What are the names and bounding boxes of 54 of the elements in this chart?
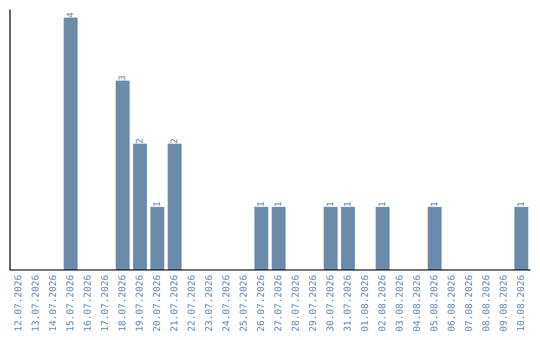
x-tick-label: 27.07.2026 xyxy=(274,275,282,332)
x-tick-label: 10.08.2026 xyxy=(516,275,524,331)
x-tick-label: 12.07.2026 xyxy=(14,275,22,331)
x-tick-label: 15.07.2026 xyxy=(66,275,74,331)
bar xyxy=(514,206,528,270)
x-tick-label: 24.07.2026 xyxy=(222,275,230,332)
x-tick-label: 23.07.2026 xyxy=(204,275,212,332)
x-tick-label: 22.07.2026 xyxy=(188,275,195,332)
x-tick-label: 16.07.2026 xyxy=(84,275,91,331)
x-tick-label: 05.08.2026 xyxy=(430,275,438,332)
bar xyxy=(64,18,78,270)
bar xyxy=(116,80,130,270)
bar xyxy=(324,206,338,270)
bar xyxy=(254,206,268,270)
x-tick-label: 06.08.2026 xyxy=(448,275,455,332)
bar xyxy=(428,206,442,270)
x-tick-label: 21.07.2026 xyxy=(170,275,178,332)
x-tick-label: 13.07.2026 xyxy=(32,275,39,331)
data-label: 1 xyxy=(257,202,264,206)
x-tick-label: 14.07.2026 xyxy=(48,275,56,331)
data-label: 1 xyxy=(378,202,386,206)
bar xyxy=(341,206,355,270)
data-label: 1 xyxy=(344,202,351,206)
data-label: 2 xyxy=(136,139,143,144)
bar xyxy=(150,206,164,270)
x-tick-label: 03.08.2026 xyxy=(396,275,403,332)
x-tick-label: 02.08.2026 xyxy=(378,275,386,332)
x-tick-label: 20.07.2026 xyxy=(152,275,160,332)
x-tick-label: 18.07.2026 xyxy=(118,275,126,331)
x-tick-label: 30.07.2026 xyxy=(326,275,334,332)
data-label: 4 xyxy=(66,12,74,18)
x-tick-label: 26.07.2026 xyxy=(256,275,264,332)
x-tick-label: 09.08.2026 xyxy=(500,275,507,332)
data-label: 1 xyxy=(326,202,334,206)
x-tick-label: 08.08.2026 xyxy=(482,275,490,332)
data-label: 1 xyxy=(430,202,438,206)
x-tick-label: 31.07.2026 xyxy=(344,275,351,332)
x-tick-label: 25.07.2026 xyxy=(240,275,247,332)
x-tick-label: 17.07.2026 xyxy=(100,275,108,331)
data-label: 2 xyxy=(170,139,178,144)
x-tick-label: 01.08.2026 xyxy=(360,275,368,332)
data-label: 1 xyxy=(153,202,160,206)
x-tick-label: 07.08.2026 xyxy=(464,275,472,332)
bar xyxy=(168,144,182,270)
x-tick-label: 19.07.2026 xyxy=(136,275,143,331)
bar xyxy=(272,206,286,270)
x-tick-label: 04.08.2026 xyxy=(412,275,420,332)
bar xyxy=(133,144,147,270)
x-tick-label: 28.07.2026 xyxy=(292,275,299,332)
data-label: 1 xyxy=(517,202,524,206)
bar xyxy=(376,206,390,270)
data-label: 1 xyxy=(274,202,282,206)
data-label: 3 xyxy=(118,76,126,80)
x-tick-label: 29.07.2026 xyxy=(308,275,316,332)
